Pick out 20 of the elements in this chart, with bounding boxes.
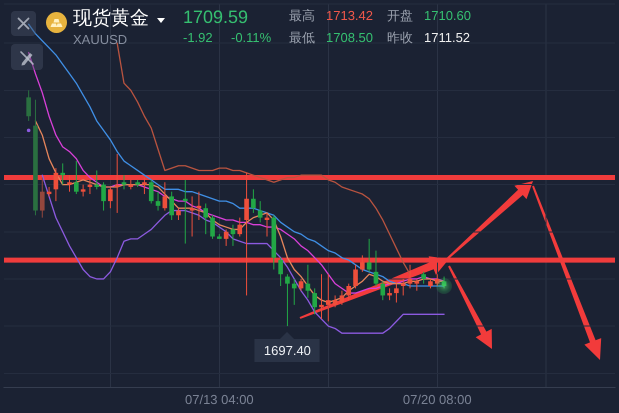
text: 昨收 <box>387 30 413 46</box>
chart-subtitle: XAUUSD <box>73 32 128 48</box>
text: 最低 <box>289 30 315 46</box>
x-tick-label: 07/13 04:00 <box>184 392 254 407</box>
text: 1711.52 <box>424 30 470 46</box>
candlestick <box>319 274 324 320</box>
candlestick <box>326 274 331 322</box>
x-tick-label: 07/20 08:00 <box>402 392 472 407</box>
text: 1710.60 <box>424 8 471 24</box>
candlestick <box>114 154 120 213</box>
text: 最高 <box>289 8 315 24</box>
text: -0.11% <box>231 30 272 46</box>
text: 开盘 <box>387 8 413 24</box>
candlestick <box>190 196 194 236</box>
text: -1.92 <box>183 30 213 46</box>
annotation: 1697.40 <box>254 339 320 362</box>
chart-title: 现货黄金 <box>73 8 149 30</box>
text: 1713.42 <box>326 8 373 24</box>
text: 1709.59 <box>183 7 248 28</box>
text: 1708.50 <box>326 30 373 46</box>
